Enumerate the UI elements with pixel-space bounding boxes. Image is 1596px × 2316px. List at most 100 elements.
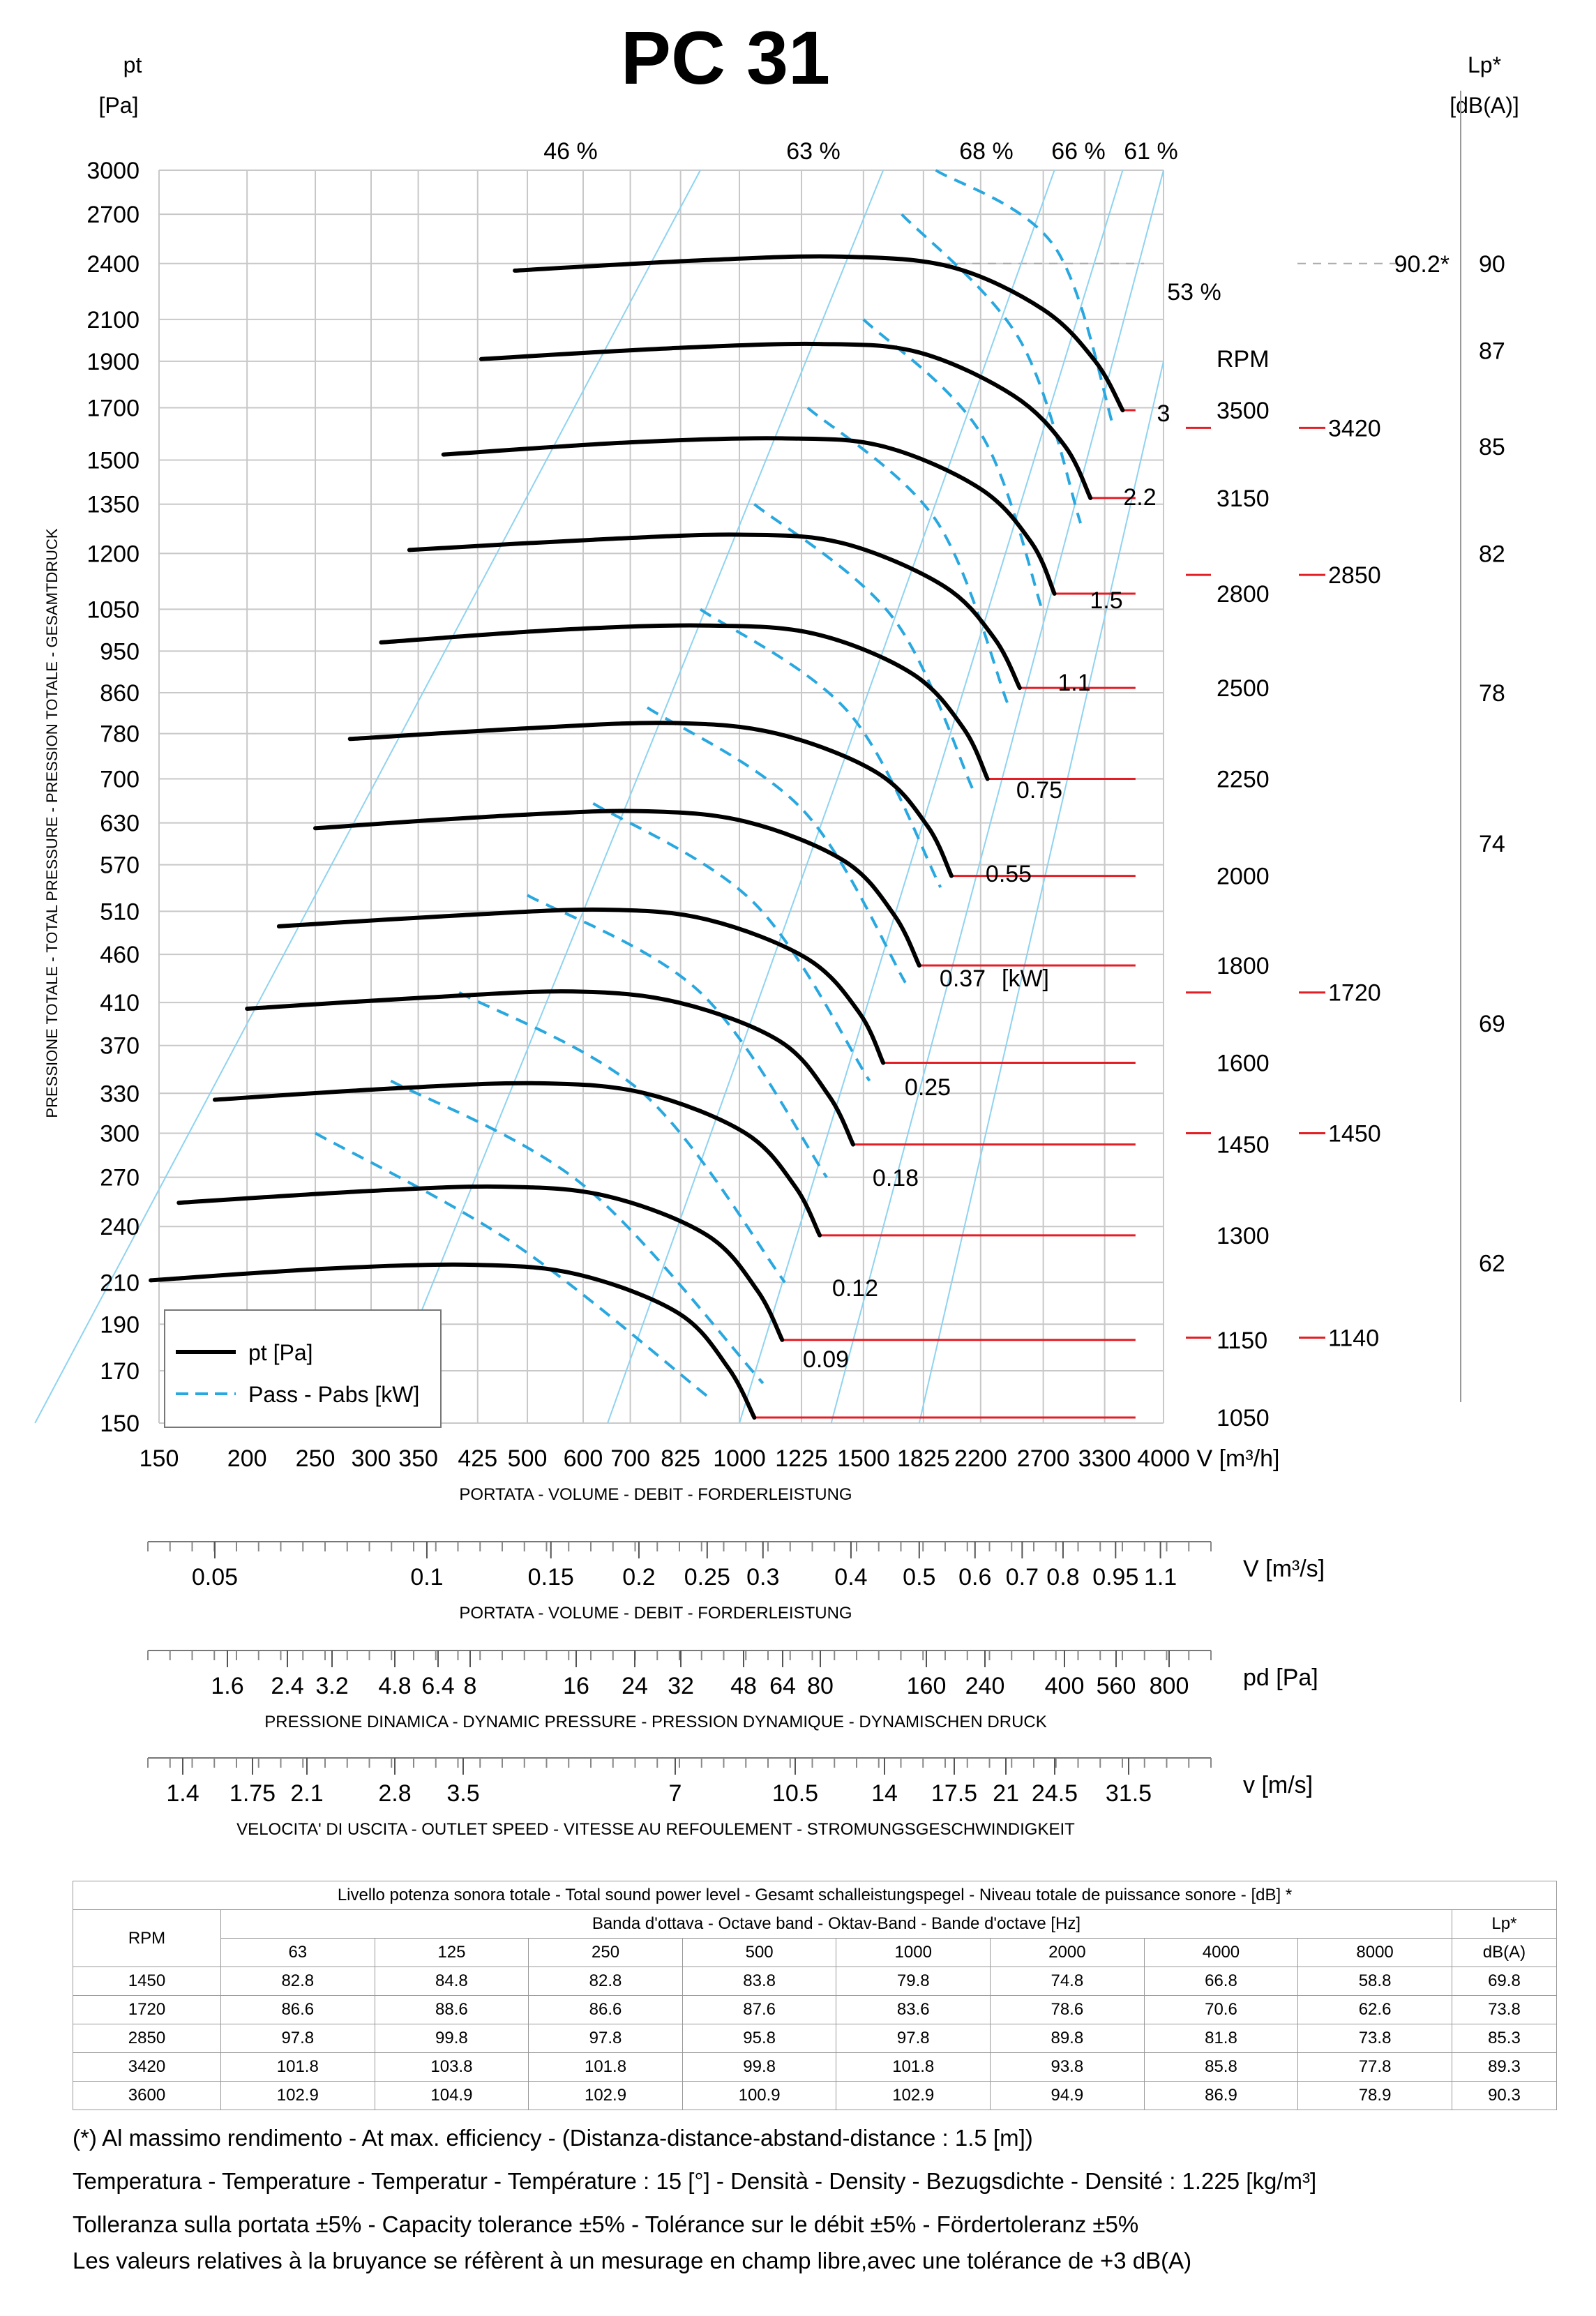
band-63: 63: [220, 1938, 375, 1967]
x-tick-label: 825: [661, 1445, 700, 1472]
sound-table-rpm: 2850: [73, 2024, 221, 2053]
flow-tick-label: 0.15: [528, 1564, 574, 1591]
sound-table-rpm: 3600: [73, 2081, 221, 2110]
x-unit-label: V [m³/h]: [1196, 1445, 1279, 1472]
power-curves: [315, 169, 1115, 1397]
sound-table-row: 3420 101.8 103.8 101.8 99.8 101.8 93.8 85.8 77.8…: [73, 2052, 1558, 2082]
note-max-efficiency: (*) Al massimo rendimento - At max. effi…: [73, 2125, 1033, 2151]
band-1000: 1000: [836, 1938, 991, 1967]
flow-tick-label: 0.25: [684, 1564, 730, 1591]
speed-tick-label: 17.5: [931, 1780, 977, 1807]
x-tick-label: 350: [398, 1445, 438, 1472]
band-250: 250: [528, 1938, 683, 1967]
power-label: 2.2: [1123, 484, 1156, 511]
sound-table-value: 101.8: [836, 2052, 991, 2082]
sound-table-band-row: 63 125 250 500 1000 2000 4000 8000 dB(A): [73, 1938, 1558, 1967]
rpm-label: 2800: [1217, 581, 1270, 608]
y-tick-label: 570: [100, 852, 140, 879]
flow-tick-label: 0.2: [622, 1564, 655, 1591]
sound-table-row: 3600 102.9 104.9 102.9 100.9 102.9 94.9 86.9 78.…: [73, 2081, 1558, 2110]
x-tick-label: 500: [508, 1445, 548, 1472]
sound-table-row: 1450 82.8 84.8 82.8 83.8 79.8 74.8 66.8 58.8 69.8: [73, 1967, 1558, 1996]
power-label: 1.1: [1057, 670, 1090, 696]
sound-table-value: 86.6: [528, 1995, 683, 2024]
note-noise-measurement: Les valeurs relatives à la bruyance se r…: [73, 2248, 1192, 2273]
power-label: 3: [1157, 400, 1170, 427]
x-tick-label: 2200: [954, 1445, 1007, 1472]
vertical-axis-caption: PRESSIONE TOTALE - TOTAL PRESSURE - PRES…: [43, 528, 61, 1118]
legend-label-power: Pass - Pabs [kW]: [248, 1382, 419, 1407]
pd-tick-label: 80: [807, 1673, 834, 1699]
sound-table-lp-header: Lp*: [1451, 1909, 1558, 1939]
pressure-curve: [441, 436, 1057, 596]
rpm-label: 1150: [1217, 1328, 1267, 1354]
sound-table-value: 99.8: [374, 2024, 529, 2053]
power-curve: [527, 894, 828, 1178]
power-curve: [901, 213, 1082, 524]
sound-table-value: 79.8: [836, 1967, 991, 1996]
y-tick-label: 300: [100, 1120, 140, 1147]
speed-tick-label: 7: [669, 1780, 682, 1807]
y-tick-label: 150: [100, 1411, 140, 1437]
flow-unit-label: V [m³/s]: [1243, 1556, 1325, 1582]
band-125: 125: [374, 1938, 529, 1967]
flow-tick-label: 0.8: [1046, 1564, 1079, 1591]
power-curve: [753, 503, 975, 792]
sound-table-value: 88.6: [374, 1995, 529, 2024]
pressure-curve: [245, 989, 855, 1147]
sound-table-lp: 73.8: [1451, 1995, 1558, 2024]
sound-table-lp: 69.8: [1451, 1967, 1558, 1996]
y-tick-label: 3000: [86, 158, 140, 184]
sound-table-value: 70.6: [1143, 1995, 1299, 2024]
y-tick-label: 1500: [86, 448, 140, 474]
rpm-label: 3500: [1217, 398, 1270, 424]
sound-table-value: 86.9: [1143, 2081, 1299, 2110]
lp-tick-label: 69: [1479, 1011, 1505, 1037]
sound-table-row: 1720 86.6 88.6 86.6 87.6 83.6 78.6 70.6 62.6 73.8: [73, 1995, 1558, 2024]
y-tick-label: 190: [100, 1311, 140, 1338]
lp-tick-label: 87: [1479, 338, 1505, 364]
pressure-curve: [407, 532, 1022, 691]
pd-caption: PRESSIONE DINAMICA - DYNAMIC PRESSURE - …: [264, 1713, 1046, 1731]
x-tick-label: 2700: [1017, 1445, 1070, 1472]
sound-table-rpm: 3420: [73, 2052, 221, 2082]
pd-tick-label: 32: [668, 1673, 694, 1699]
pd-tick-label: 4.8: [378, 1673, 411, 1699]
x-tick-label: 1225: [775, 1445, 828, 1472]
x-tick-label: 4000: [1137, 1445, 1190, 1472]
power-label: 0.18: [873, 1165, 919, 1191]
rpm-reference-lines: [754, 409, 1325, 1419]
pressure-curve: [176, 1184, 785, 1342]
fan-performance-chart: PC 31 pt [Pa] Lp* [dB(A)] PRESSIONE TOTA…: [34, 15, 1519, 1839]
sound-table-value: 97.8: [528, 2024, 683, 2053]
pressure-curve: [313, 809, 921, 968]
sound-table-lp: 89.3: [1451, 2052, 1558, 2082]
y-tick-label: 330: [100, 1081, 140, 1107]
x-tick-label: 1000: [713, 1445, 766, 1472]
pt-axis-title: pt: [123, 52, 142, 77]
power-label: 0.37: [940, 965, 986, 992]
right-rpm-label: 3420: [1328, 415, 1381, 442]
x-tick-label: 700: [610, 1445, 650, 1472]
sound-table-body: 1450 82.8 84.8 82.8 83.8 79.8 74.8 66.8 58.8 69.8…: [73, 1967, 1558, 2110]
chart-title: PC 31: [621, 15, 830, 100]
pressure-curve: [513, 254, 1125, 413]
power-label: 0.55: [986, 861, 1032, 887]
legend-label-pt: pt [Pa]: [248, 1340, 313, 1365]
sound-table-value: 81.8: [1143, 2024, 1299, 2053]
right-rpm-label: 1450: [1328, 1120, 1381, 1147]
x-tick-label: 250: [296, 1445, 336, 1472]
power-curve: [390, 1079, 765, 1385]
speed-tick-label: 1.75: [229, 1780, 276, 1807]
band-500: 500: [682, 1938, 837, 1967]
pd-tick-label: 1.6: [211, 1673, 243, 1699]
y-tick-label: 240: [100, 1214, 140, 1240]
pt-axis-unit: [Pa]: [99, 93, 139, 118]
max-sound-label: 90.2*: [1394, 251, 1450, 278]
flow-tick-label: 0.4: [834, 1564, 867, 1591]
y-tick-label: 170: [100, 1358, 140, 1385]
sound-table-value: 86.6: [220, 1995, 375, 2024]
sound-table-value: 78.9: [1297, 2081, 1452, 2110]
chart-labels: 3000 2700 2400 2100 1900 1700 1500 1350 1200 1050…: [86, 138, 1505, 1504]
pressure-curve: [379, 623, 990, 781]
